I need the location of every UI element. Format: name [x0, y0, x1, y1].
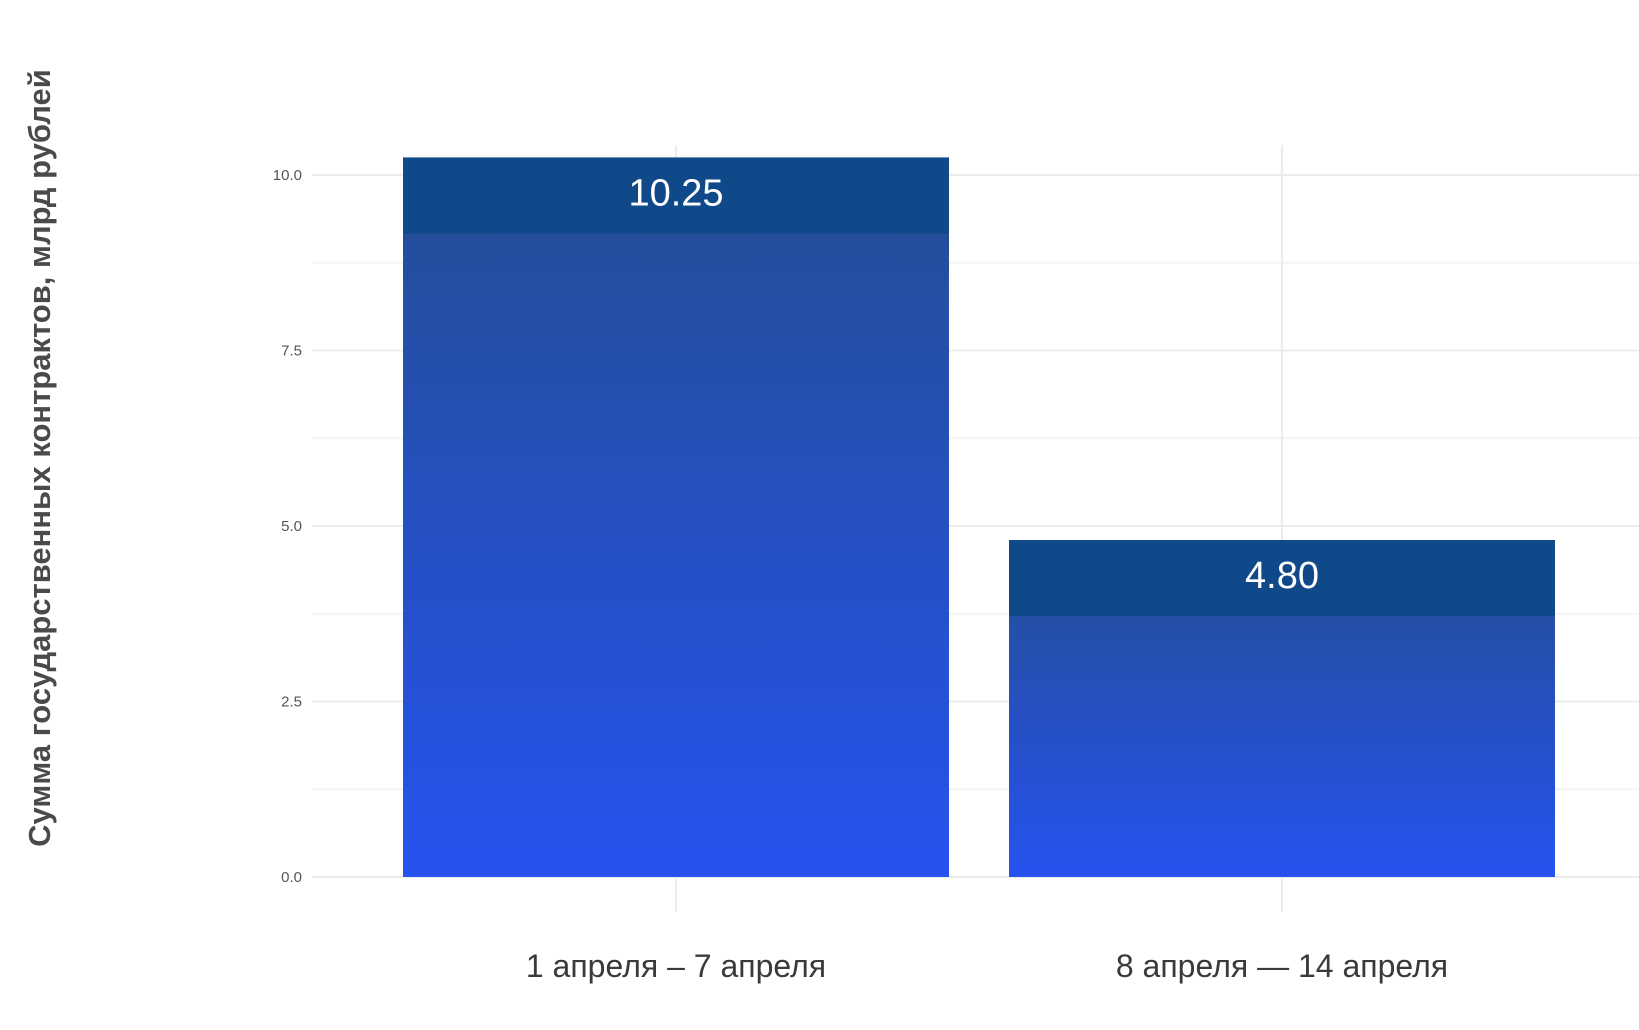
bar-label-band: [403, 157, 949, 234]
y-tick-label: 2.5: [281, 694, 302, 711]
bar-value-label: 4.80: [1245, 555, 1319, 597]
bars: [403, 157, 1555, 877]
y-tick-label: 0.0: [281, 869, 302, 886]
x-category-label: 8 апреля — 14 апреля: [1116, 948, 1448, 984]
labels: 0.0 2.5 5.0 7.5 10.0 10.25 1 апреля – 7 апреля…: [273, 167, 1448, 984]
bar: [403, 157, 949, 877]
y-tick-label: 10.0: [273, 167, 302, 184]
y-axis-title: Сумма государственных контрактов, млрд р…: [22, 69, 57, 847]
y-tick-label: 7.5: [281, 343, 302, 360]
x-category-label: 1 апреля – 7 апреля: [526, 948, 826, 984]
bar-label-band: [1009, 540, 1555, 617]
y-tick-label: 5.0: [281, 518, 302, 535]
bar-value-label: 10.25: [628, 172, 723, 214]
